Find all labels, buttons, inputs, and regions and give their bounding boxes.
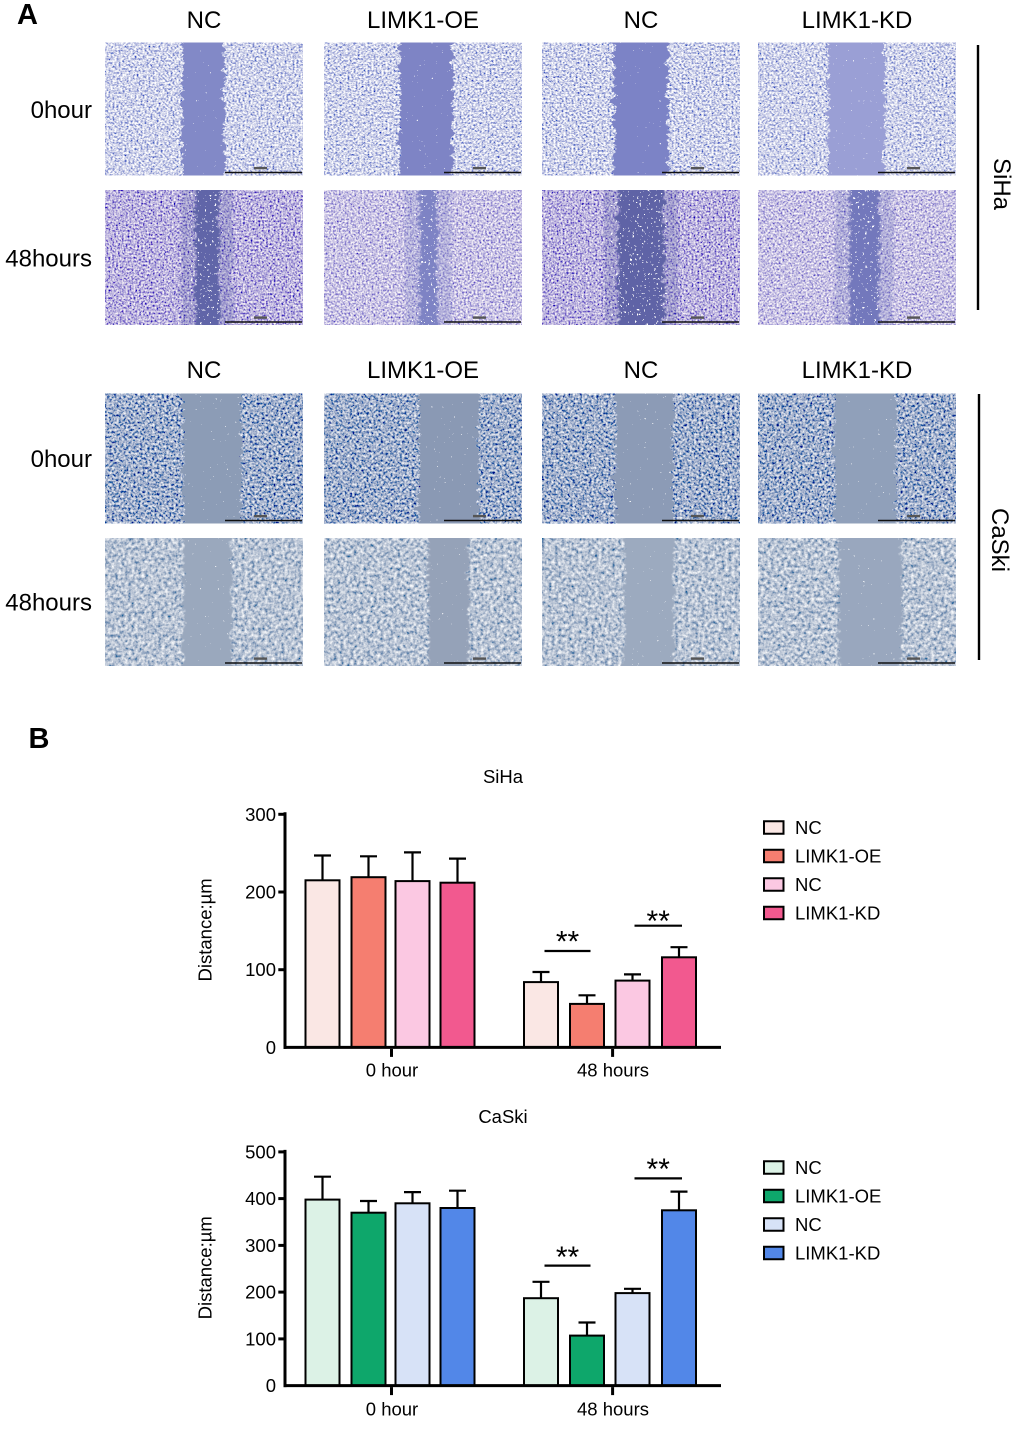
svg-text:0: 0 xyxy=(266,1037,276,1058)
svg-text:200: 200 xyxy=(245,882,276,903)
svg-text:NC: NC xyxy=(624,7,659,34)
svg-text:NC: NC xyxy=(795,1157,822,1178)
svg-text:CaSki: CaSki xyxy=(478,1106,527,1127)
svg-text:LIMK1-OE: LIMK1-OE xyxy=(367,357,479,384)
svg-text:LIMK1-OE: LIMK1-OE xyxy=(795,846,881,867)
svg-text:0hour: 0hour xyxy=(31,446,92,473)
svg-text:48hours: 48hours xyxy=(5,590,92,617)
svg-text:NC: NC xyxy=(187,7,222,34)
svg-text:48 hours: 48 hours xyxy=(577,1398,649,1419)
svg-text:0 hour: 0 hour xyxy=(366,1398,418,1419)
svg-text:0hour: 0hour xyxy=(31,97,92,124)
svg-text:**: ** xyxy=(647,1153,671,1186)
svg-text:NC: NC xyxy=(795,817,822,838)
svg-text:**: ** xyxy=(556,926,580,959)
svg-text:0 hour: 0 hour xyxy=(366,1059,418,1080)
svg-text:Distance:µm: Distance:µm xyxy=(195,878,216,981)
svg-text:LIMK1-KD: LIMK1-KD xyxy=(802,7,913,34)
svg-text:NC: NC xyxy=(795,1214,822,1235)
svg-text:**: ** xyxy=(647,905,671,938)
svg-text:300: 300 xyxy=(245,804,276,825)
svg-text:LIMK1-OE: LIMK1-OE xyxy=(795,1186,881,1207)
svg-text:SiHa: SiHa xyxy=(988,158,1015,211)
svg-text:LIMK1-KD: LIMK1-KD xyxy=(802,357,913,384)
svg-text:500: 500 xyxy=(245,1141,276,1162)
svg-text:200: 200 xyxy=(245,1282,276,1303)
svg-text:NC: NC xyxy=(795,874,822,895)
svg-text:A: A xyxy=(17,0,38,31)
svg-text:48hours: 48hours xyxy=(5,246,92,273)
svg-text:LIMK1-OE: LIMK1-OE xyxy=(367,7,479,34)
svg-text:48 hours: 48 hours xyxy=(577,1059,649,1080)
svg-text:LIMK1-KD: LIMK1-KD xyxy=(795,903,880,924)
svg-text:Distance:µm: Distance:µm xyxy=(195,1216,216,1319)
svg-text:CaSki: CaSki xyxy=(986,508,1013,572)
svg-text:**: ** xyxy=(556,1241,580,1274)
svg-text:LIMK1-KD: LIMK1-KD xyxy=(795,1243,880,1264)
svg-text:400: 400 xyxy=(245,1188,276,1209)
svg-text:0: 0 xyxy=(266,1375,276,1396)
svg-text:100: 100 xyxy=(245,959,276,980)
svg-text:100: 100 xyxy=(245,1328,276,1349)
svg-text:B: B xyxy=(29,723,50,755)
svg-text:NC: NC xyxy=(187,357,222,384)
svg-text:NC: NC xyxy=(624,357,659,384)
svg-text:300: 300 xyxy=(245,1235,276,1256)
svg-text:SiHa: SiHa xyxy=(483,766,524,787)
